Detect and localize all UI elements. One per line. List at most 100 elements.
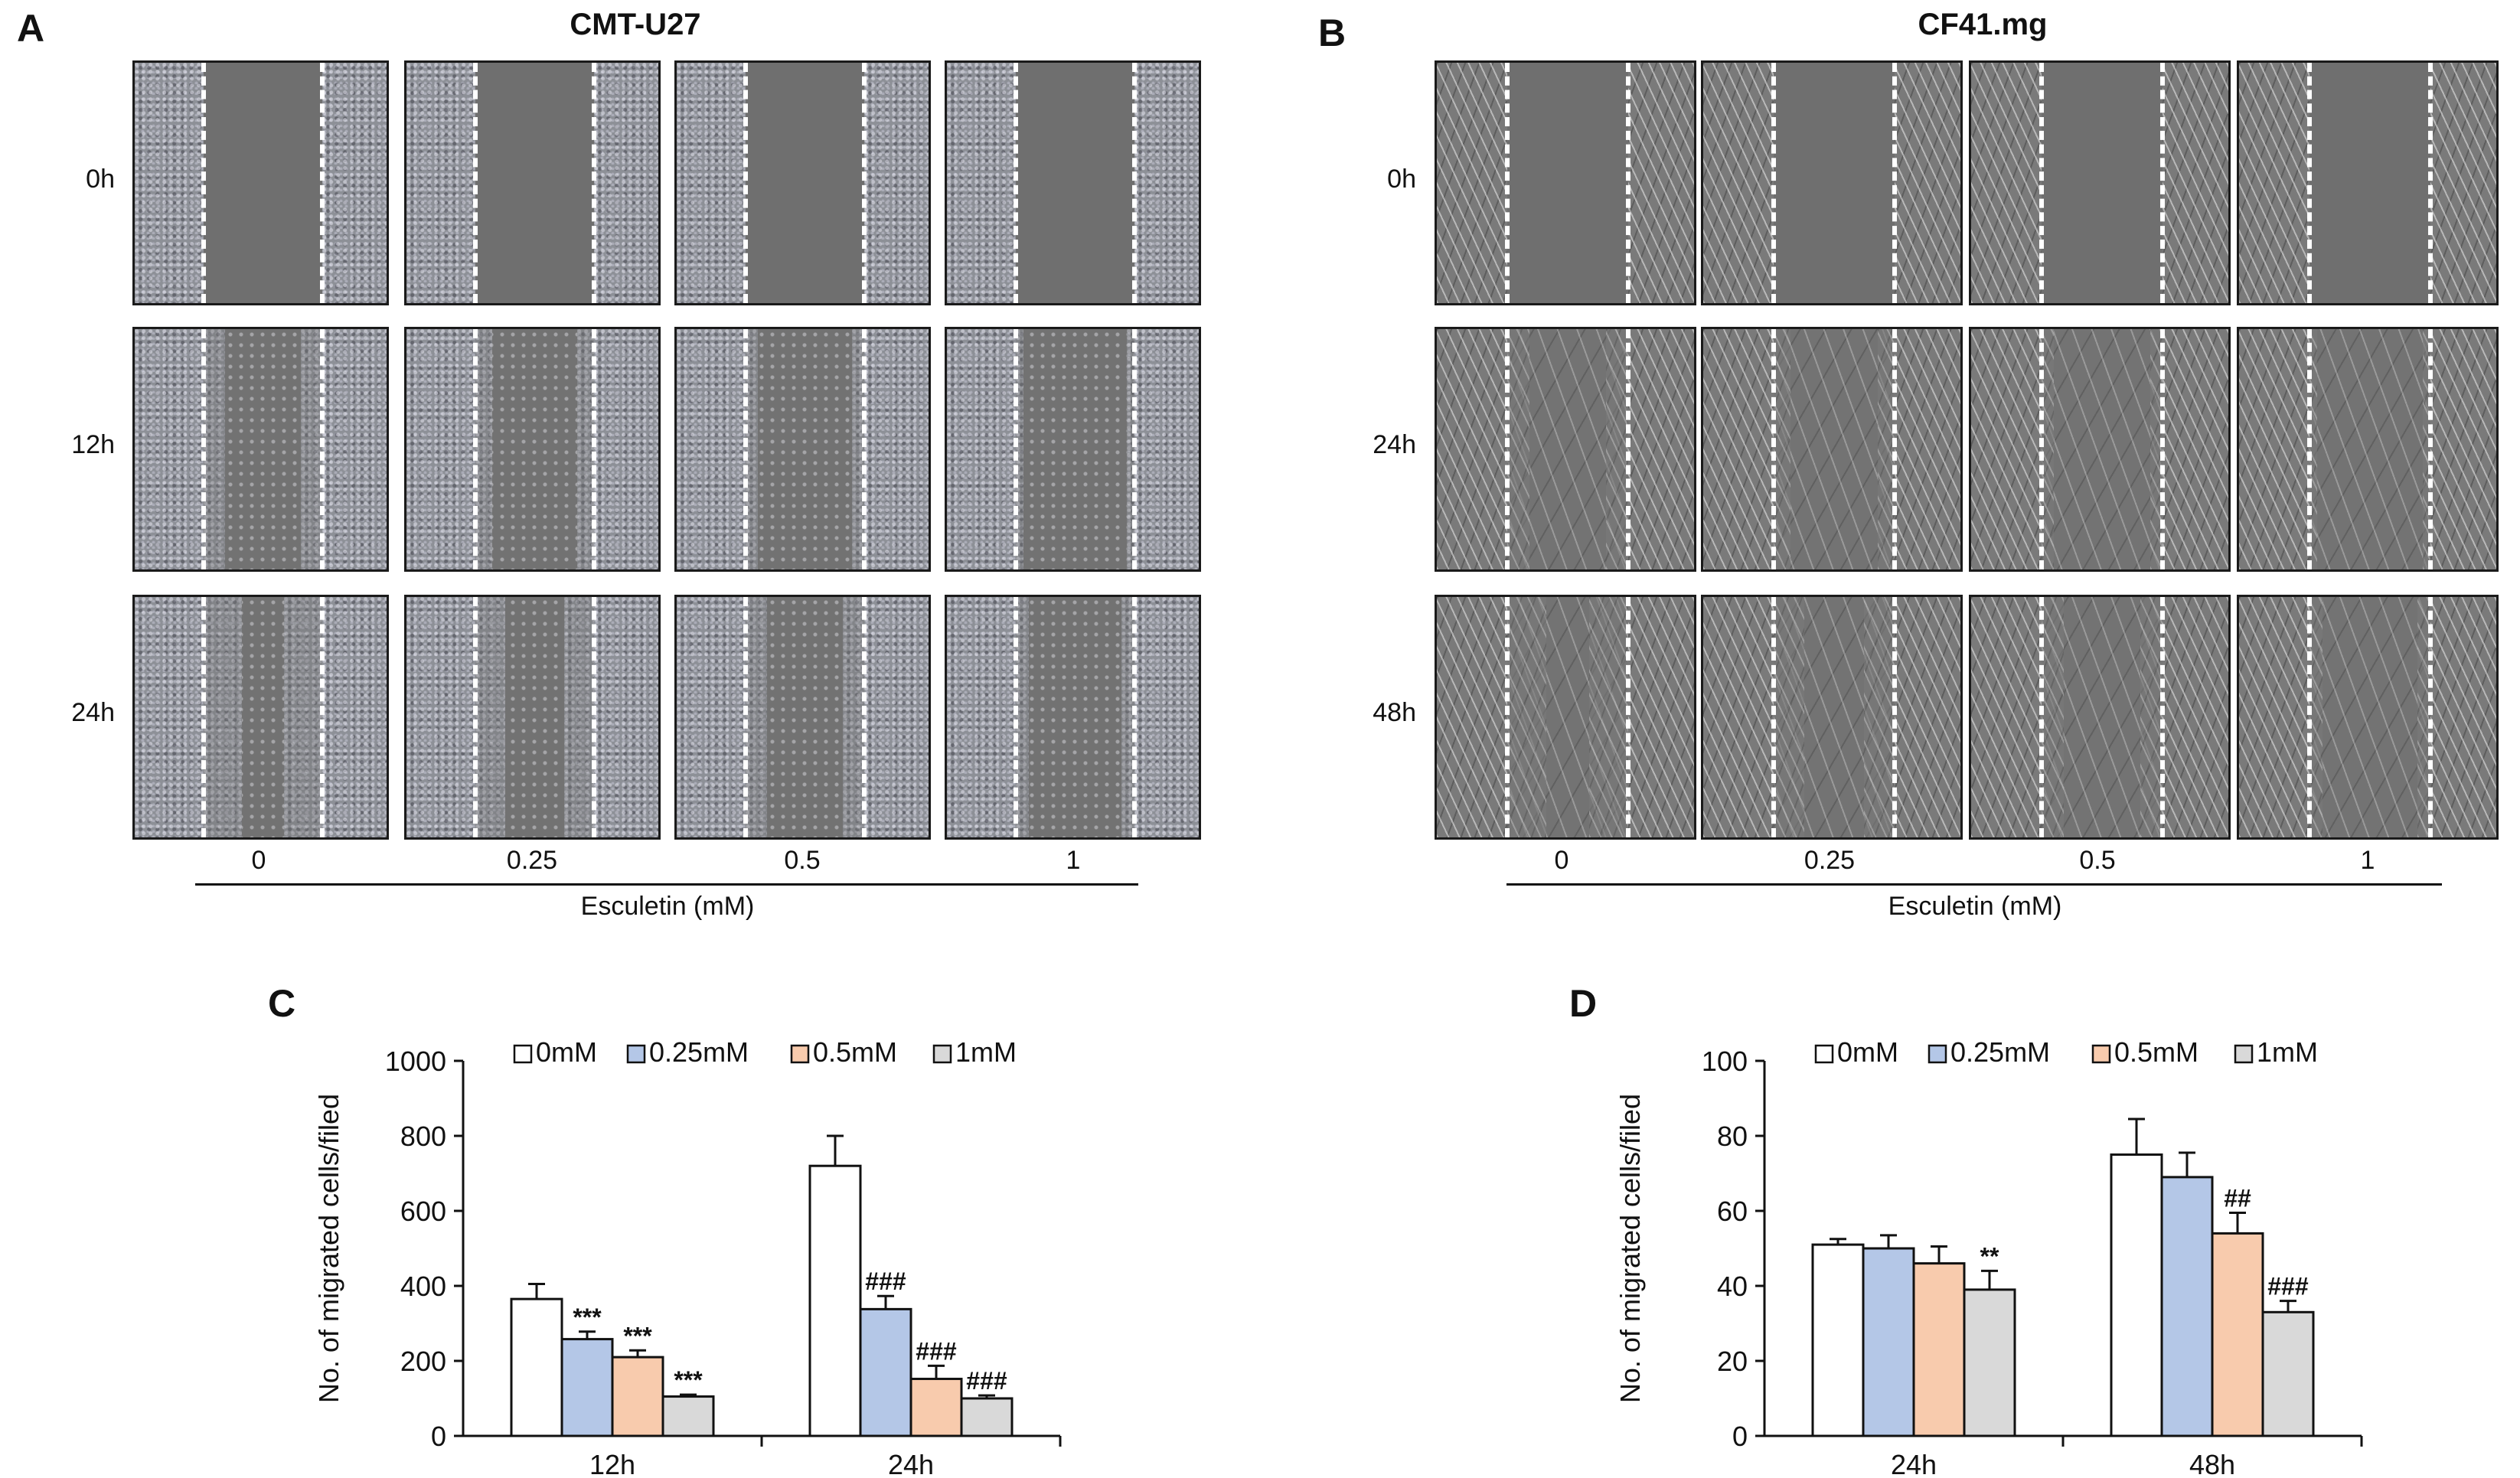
- chart-d-bar-0.5mM-24h: [1912, 1262, 1966, 1437]
- panel-b-image-r3-c2: [1701, 595, 1963, 840]
- panel-a-image-r1-c3: [674, 60, 931, 305]
- chart-d-y-label: No. of migrated cells/filed: [1614, 1094, 1646, 1403]
- panel-b-axis-bracket: [1506, 883, 2442, 886]
- chart-d-bar-0mM-48h: [2110, 1153, 2163, 1437]
- chart-c-x-tick-label: 24h: [888, 1449, 934, 1478]
- panel-b-title: CF41.mg: [1918, 8, 2048, 41]
- chart-c-legend-label-0mM: 0mM: [536, 1036, 597, 1068]
- chart-d-bar-0mM-24h: [1811, 1243, 1865, 1437]
- panel-letter-d: D: [1569, 982, 1598, 1025]
- panel-a-image-r2-c2: [404, 327, 661, 572]
- chart-d-y-tick-label: 20: [1717, 1346, 1748, 1377]
- chart-c-legend-swatch-1mM: [932, 1044, 952, 1064]
- panel-b-image-r3-c4: [2237, 595, 2499, 840]
- panel-b-image-r2-c2: [1701, 327, 1963, 572]
- panel-b-image-r1-c3: [1969, 60, 2231, 305]
- chart-d-y-tick-label: 100: [1702, 1046, 1748, 1077]
- panel-a-col-label-1: 1: [1066, 846, 1081, 875]
- panel-b-row-label-0h: 0h: [1387, 165, 1416, 194]
- panel-b-image-r1-c2: [1701, 60, 1963, 305]
- chart-c-bar-1mM-12h: [661, 1395, 715, 1437]
- chart-c-significance-label: ***: [623, 1322, 652, 1349]
- chart-c-significance-label: ###: [966, 1367, 1007, 1395]
- panel-a-image-r3-c2: [404, 595, 661, 840]
- chart-c-legend-label-0.25mM: 0.25mM: [649, 1036, 749, 1068]
- chart-c-legend-swatch-0mM: [513, 1044, 533, 1064]
- chart-d-y-tick-label: 0: [1732, 1421, 1748, 1452]
- panel-b-col-label-0.25: 0.25: [1803, 846, 1856, 875]
- panel-b-axis-title: Esculetin (mM): [1888, 892, 2062, 921]
- panel-a-axis-bracket: [195, 883, 1138, 886]
- chart-d-legend-label-0.25mM: 0.25mM: [1950, 1036, 2050, 1068]
- panel-a-row-label-12h: 12h: [71, 430, 115, 459]
- chart-c-legend-swatch-0.5mM: [790, 1044, 810, 1064]
- panel-a-image-r2-c4: [945, 327, 1201, 572]
- chart-c-bar-0mM-12h: [510, 1297, 563, 1437]
- chart-c: 0 200 400 600 800 1000 No. of migrated cells/f…: [313, 1036, 1062, 1478]
- chart-c-bar-0.25mM-24h: [859, 1307, 912, 1437]
- panel-a-title: CMT-U27: [570, 8, 701, 41]
- panel-b-row-label-48h: 48h: [1373, 698, 1416, 727]
- chart-c-bar-0.5mM-12h: [611, 1356, 664, 1437]
- panel-a-axis-title: Esculetin (mM): [580, 892, 755, 921]
- panel-b-col-label-0: 0: [1554, 846, 1569, 875]
- panel-b-image-r1-c4: [2237, 60, 2499, 305]
- panel-a-col-label-0.25: 0.25: [506, 846, 558, 875]
- chart-d-bar-1mM-48h: [2261, 1310, 2315, 1437]
- chart-d-legend-label-0mM: 0mM: [1837, 1036, 1898, 1068]
- chart-c-significance-label: ***: [573, 1303, 602, 1331]
- panel-a-image-r1-c2: [404, 60, 661, 305]
- panel-a-image-r3-c1: [132, 595, 389, 840]
- panel-b-col-label-0.5: 0.5: [2079, 846, 2116, 875]
- chart-d-bar-0.5mM-48h: [2211, 1232, 2264, 1437]
- chart-c-significance-label: ###: [865, 1268, 906, 1295]
- panel-a-image-r2-c1: [132, 327, 389, 572]
- panel-letter-b: B: [1318, 11, 1347, 54]
- chart-c-legend-swatch-0.25mM: [626, 1044, 646, 1064]
- panel-b-image-r2-c1: [1435, 327, 1696, 572]
- panel-b-image-r2-c3: [1969, 327, 2231, 572]
- chart-d-legend-label-1mM: 1mM: [2257, 1036, 2318, 1068]
- panel-b-image-r3-c3: [1969, 595, 2231, 840]
- chart-d-bar-1mM-24h: [1963, 1288, 2016, 1437]
- chart-c-y-tick-label: 0: [431, 1421, 446, 1452]
- chart-d: 0 20 40 60 80 100 No. of migrated cells/filed 2…: [1614, 1036, 2363, 1478]
- chart-d-y-tick-label: 40: [1717, 1271, 1748, 1302]
- chart-d-legend-label-0.5mM: 0.5mM: [2114, 1036, 2198, 1068]
- chart-c-bar-0.25mM-12h: [560, 1338, 614, 1437]
- chart-d-significance-label: **: [1980, 1242, 1999, 1270]
- chart-c-legend-label-0.5mM: 0.5mM: [813, 1036, 897, 1068]
- panel-a-row-label-24h: 24h: [71, 698, 115, 727]
- panel-a-image-r3-c4: [945, 595, 1201, 840]
- chart-d-legend-swatch-0mM: [1814, 1044, 1834, 1064]
- panel-letter-c: C: [268, 982, 296, 1025]
- chart-d-legend-swatch-0.25mM: [1928, 1044, 1947, 1064]
- chart-d-y-tick-label: 60: [1717, 1196, 1748, 1227]
- chart-c-y-tick-label: 400: [400, 1271, 446, 1302]
- chart-d-bar-0.25mM-24h: [1862, 1247, 1915, 1437]
- chart-c-y-tick-label: 600: [400, 1196, 446, 1227]
- panel-a-image-r3-c3: [674, 595, 931, 840]
- chart-c-x-tick-label: 12h: [589, 1449, 635, 1478]
- panel-a-row-label-0h: 0h: [86, 165, 115, 194]
- panel-b-col-label-1: 1: [2360, 846, 2375, 875]
- chart-d-bar-0.25mM-48h: [2160, 1176, 2214, 1437]
- chart-c-bar-0.5mM-24h: [909, 1378, 963, 1437]
- chart-c-y-tick-label: 800: [400, 1121, 446, 1152]
- chart-d-legend-swatch-0.5mM: [2091, 1044, 2111, 1064]
- panel-a-image-r2-c3: [674, 327, 931, 572]
- chart-c-y-label: No. of migrated cells/filed: [313, 1094, 344, 1403]
- chart-d-legend-swatch-1mM: [2234, 1044, 2254, 1064]
- panel-b-image-r1-c1: [1435, 60, 1696, 305]
- chart-c-significance-label: ***: [674, 1366, 703, 1394]
- chart-c-significance-label: ###: [916, 1337, 957, 1365]
- panel-b-image-r2-c4: [2237, 327, 2499, 572]
- panel-b-image-r3-c1: [1435, 595, 1696, 840]
- chart-d-significance-label: ##: [2224, 1184, 2251, 1212]
- panel-b-row-label-24h: 24h: [1373, 430, 1416, 459]
- chart-d-y-tick-label: 80: [1717, 1121, 1748, 1152]
- panel-a-image-r1-c1: [132, 60, 389, 305]
- panel-a-col-label-0.5: 0.5: [784, 846, 821, 875]
- chart-c-bar-0mM-24h: [808, 1164, 862, 1437]
- panel-a-col-label-0: 0: [251, 846, 266, 875]
